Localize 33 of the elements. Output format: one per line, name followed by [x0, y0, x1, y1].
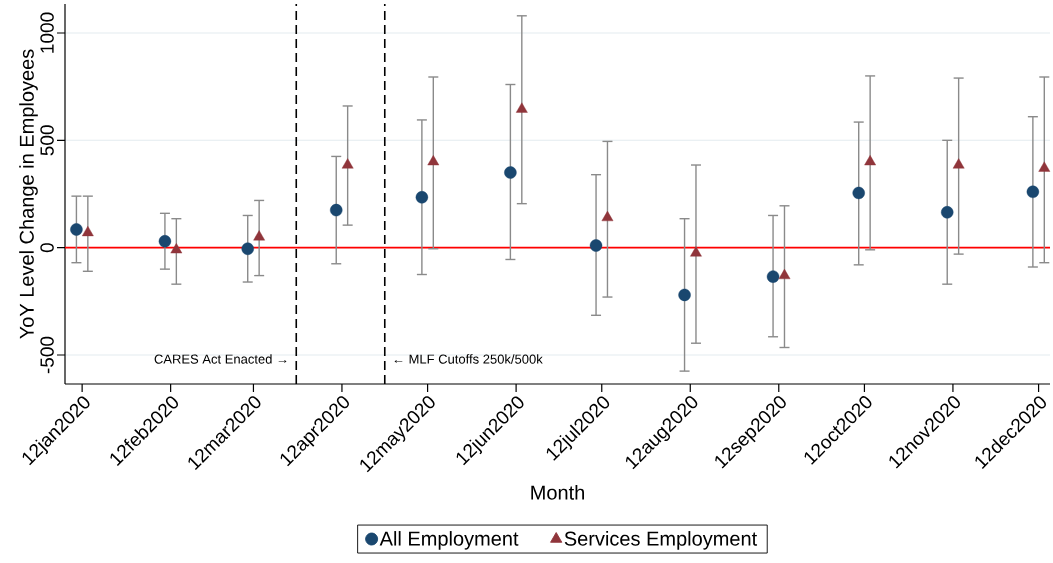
y-tick-label: 1000 [40, 12, 54, 53]
point [158, 235, 172, 248]
legend-label: All Employment [379, 531, 519, 550]
point [589, 239, 603, 252]
point [241, 242, 254, 255]
point [82, 225, 94, 237]
point [941, 206, 954, 219]
point [852, 186, 865, 200]
point [864, 155, 876, 166]
legend-label: Services Employment [564, 531, 758, 550]
point [1026, 185, 1040, 199]
x-axis-title: Month [531, 485, 584, 500]
point [778, 268, 791, 280]
point [341, 158, 354, 169]
y-tick-label: 500 [40, 125, 54, 156]
point [690, 246, 702, 257]
point [415, 191, 429, 204]
ref-line-label: ← MLF Cutoffs 250k/500k [394, 354, 543, 364]
point [766, 270, 780, 283]
point [515, 102, 528, 113]
point [504, 166, 517, 179]
point [601, 210, 614, 222]
point [678, 288, 691, 302]
y-tick-label: 0 [40, 243, 54, 253]
point [170, 243, 183, 254]
point [427, 155, 440, 166]
y-tick-label: -500 [40, 336, 54, 374]
ref-line-label: CARES Act Enacted → [154, 354, 287, 364]
point [952, 158, 965, 169]
point [330, 203, 343, 217]
point [70, 223, 83, 236]
y-axis-title: YoY Level Change in Employees [19, 49, 38, 339]
point [253, 230, 265, 241]
